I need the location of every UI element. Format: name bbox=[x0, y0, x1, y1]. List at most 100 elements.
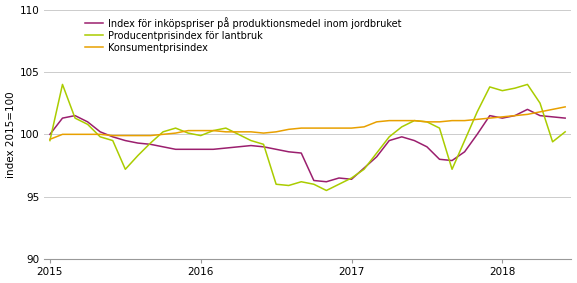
Producentprisindex för lantbruk bbox=[47, 139, 54, 142]
Producentprisindex för lantbruk bbox=[499, 89, 506, 92]
Konsumentprisindex bbox=[109, 134, 116, 137]
Producentprisindex för lantbruk bbox=[72, 116, 78, 120]
Konsumentprisindex bbox=[47, 138, 54, 141]
Konsumentprisindex bbox=[235, 130, 242, 134]
Konsumentprisindex bbox=[172, 131, 179, 135]
Producentprisindex för lantbruk bbox=[273, 183, 280, 186]
Producentprisindex för lantbruk bbox=[549, 140, 556, 143]
Index för inköpspriser på produktionsmedel inom jordbruket bbox=[210, 148, 217, 151]
Producentprisindex för lantbruk bbox=[172, 127, 179, 130]
Index för inköpspriser på produktionsmedel inom jordbruket bbox=[84, 120, 91, 124]
Producentprisindex för lantbruk bbox=[59, 83, 66, 86]
Index för inköpspriser på produktionsmedel inom jordbruket bbox=[448, 159, 455, 162]
Index för inköpspriser på produktionsmedel inom jordbruket bbox=[260, 145, 267, 149]
Index för inköpspriser på produktionsmedel inom jordbruket bbox=[248, 144, 254, 147]
Index för inköpspriser på produktionsmedel inom jordbruket bbox=[537, 114, 544, 117]
Index för inköpspriser på produktionsmedel inom jordbruket bbox=[109, 135, 116, 138]
Konsumentprisindex bbox=[160, 133, 167, 136]
Producentprisindex för lantbruk bbox=[310, 183, 317, 186]
Producentprisindex för lantbruk bbox=[298, 180, 305, 183]
Konsumentprisindex bbox=[197, 129, 204, 132]
Konsumentprisindex bbox=[72, 133, 78, 136]
Index för inköpspriser på produktionsmedel inom jordbruket bbox=[323, 180, 330, 183]
Index för inköpspriser på produktionsmedel inom jordbruket bbox=[235, 145, 242, 149]
Konsumentprisindex bbox=[511, 114, 518, 117]
Producentprisindex för lantbruk bbox=[398, 125, 405, 128]
Producentprisindex för lantbruk bbox=[323, 189, 330, 192]
Producentprisindex för lantbruk bbox=[411, 119, 418, 122]
Konsumentprisindex bbox=[285, 128, 292, 131]
Producentprisindex för lantbruk bbox=[448, 168, 455, 171]
Producentprisindex för lantbruk bbox=[109, 139, 116, 142]
Legend: Index för inköpspriser på produktionsmedel inom jordbruket, Producentprisindex f: Index för inköpspriser på produktionsmed… bbox=[85, 17, 402, 53]
Index för inköpspriser på produktionsmedel inom jordbruket bbox=[310, 179, 317, 182]
Konsumentprisindex bbox=[122, 134, 129, 137]
Index för inköpspriser på produktionsmedel inom jordbruket bbox=[499, 116, 506, 120]
Index för inköpspriser på produktionsmedel inom jordbruket bbox=[335, 176, 342, 180]
Producentprisindex för lantbruk bbox=[185, 131, 192, 135]
Konsumentprisindex bbox=[448, 119, 455, 122]
Producentprisindex för lantbruk bbox=[160, 130, 167, 134]
Index för inköpspriser på produktionsmedel inom jordbruket bbox=[59, 116, 66, 120]
Konsumentprisindex bbox=[424, 120, 430, 124]
Index för inköpspriser på produktionsmedel inom jordbruket bbox=[386, 139, 393, 142]
Producentprisindex för lantbruk bbox=[222, 127, 229, 130]
Konsumentprisindex bbox=[260, 131, 267, 135]
Index för inköpspriser på produktionsmedel inom jordbruket bbox=[474, 133, 481, 136]
Konsumentprisindex bbox=[59, 133, 66, 136]
Konsumentprisindex bbox=[474, 118, 481, 121]
Producentprisindex för lantbruk bbox=[84, 123, 91, 126]
Producentprisindex för lantbruk bbox=[248, 139, 254, 142]
Index för inköpspriser på produktionsmedel inom jordbruket bbox=[436, 158, 443, 161]
Producentprisindex för lantbruk bbox=[147, 142, 154, 145]
Producentprisindex för lantbruk bbox=[134, 154, 141, 157]
Producentprisindex för lantbruk bbox=[197, 134, 204, 137]
Index för inköpspriser på produktionsmedel inom jordbruket bbox=[122, 139, 129, 142]
Konsumentprisindex bbox=[222, 130, 229, 134]
Producentprisindex för lantbruk bbox=[122, 168, 129, 171]
Producentprisindex för lantbruk bbox=[210, 129, 217, 132]
Index för inköpspriser på produktionsmedel inom jordbruket bbox=[549, 115, 556, 119]
Konsumentprisindex bbox=[561, 105, 568, 109]
Producentprisindex för lantbruk bbox=[348, 176, 355, 180]
Index för inköpspriser på produktionsmedel inom jordbruket bbox=[398, 135, 405, 138]
Konsumentprisindex bbox=[348, 127, 355, 130]
Index för inköpspriser på produktionsmedel inom jordbruket bbox=[373, 155, 380, 158]
Konsumentprisindex bbox=[335, 127, 342, 130]
Producentprisindex för lantbruk bbox=[524, 83, 531, 86]
Index för inköpspriser på produktionsmedel inom jordbruket bbox=[461, 150, 468, 153]
Producentprisindex för lantbruk bbox=[335, 183, 342, 186]
Producentprisindex för lantbruk bbox=[537, 101, 544, 105]
Producentprisindex för lantbruk bbox=[260, 143, 267, 146]
Line: Index för inköpspriser på produktionsmedel inom jordbruket: Index för inköpspriser på produktionsmed… bbox=[50, 109, 565, 182]
Y-axis label: index 2015=100: index 2015=100 bbox=[6, 91, 16, 178]
Producentprisindex för lantbruk bbox=[511, 87, 518, 90]
Konsumentprisindex bbox=[134, 134, 141, 137]
Konsumentprisindex bbox=[549, 108, 556, 111]
Konsumentprisindex bbox=[185, 129, 192, 132]
Producentprisindex för lantbruk bbox=[486, 85, 493, 89]
Konsumentprisindex bbox=[323, 127, 330, 130]
Konsumentprisindex bbox=[210, 129, 217, 132]
Producentprisindex för lantbruk bbox=[373, 151, 380, 155]
Konsumentprisindex bbox=[461, 119, 468, 122]
Index för inköpspriser på produktionsmedel inom jordbruket bbox=[424, 145, 430, 149]
Konsumentprisindex bbox=[147, 134, 154, 137]
Index för inköpspriser på produktionsmedel inom jordbruket bbox=[185, 148, 192, 151]
Konsumentprisindex bbox=[436, 120, 443, 124]
Producentprisindex för lantbruk bbox=[461, 139, 468, 142]
Index för inköpspriser på produktionsmedel inom jordbruket bbox=[47, 133, 54, 136]
Producentprisindex för lantbruk bbox=[386, 135, 393, 138]
Konsumentprisindex bbox=[361, 125, 368, 128]
Konsumentprisindex bbox=[398, 119, 405, 122]
Index för inköpspriser på produktionsmedel inom jordbruket bbox=[160, 145, 167, 149]
Konsumentprisindex bbox=[84, 133, 91, 136]
Konsumentprisindex bbox=[524, 113, 531, 116]
Index för inköpspriser på produktionsmedel inom jordbruket bbox=[561, 116, 568, 120]
Konsumentprisindex bbox=[373, 120, 380, 124]
Konsumentprisindex bbox=[298, 127, 305, 130]
Index för inköpspriser på produktionsmedel inom jordbruket bbox=[222, 146, 229, 150]
Index för inköpspriser på produktionsmedel inom jordbruket bbox=[147, 143, 154, 146]
Line: Konsumentprisindex: Konsumentprisindex bbox=[50, 107, 565, 139]
Producentprisindex för lantbruk bbox=[361, 168, 368, 171]
